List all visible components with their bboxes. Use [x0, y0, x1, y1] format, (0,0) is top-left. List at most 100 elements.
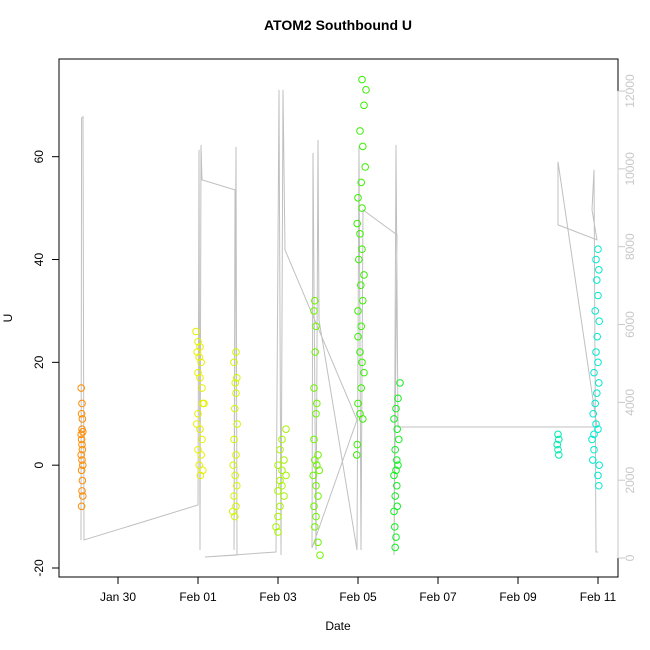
point: [595, 317, 604, 326]
point: [232, 389, 240, 397]
plot-box: [58, 58, 619, 578]
point: [359, 415, 367, 423]
point: [196, 373, 204, 382]
point: [195, 461, 203, 469]
point: [594, 425, 602, 433]
point: [276, 476, 284, 485]
x-tick-label: Feb 01: [179, 590, 217, 604]
point: [362, 86, 370, 94]
point: [591, 307, 600, 315]
point: [357, 384, 366, 392]
y2-tick-label: 6000: [623, 311, 637, 338]
point: [392, 404, 400, 413]
point: [78, 487, 86, 495]
point: [554, 430, 562, 439]
point: [357, 322, 366, 331]
point: [594, 471, 602, 480]
point: [195, 353, 203, 362]
point: [197, 451, 205, 459]
point: [311, 348, 320, 356]
point: [590, 368, 598, 377]
y-axis-label: U: [1, 314, 15, 323]
point: [77, 409, 86, 418]
point: [230, 492, 238, 500]
point: [79, 492, 87, 500]
point: [311, 523, 319, 531]
point: [310, 435, 318, 444]
point: [231, 471, 239, 480]
point: [357, 281, 365, 290]
point: [193, 348, 201, 356]
point: [192, 327, 200, 336]
point: [356, 230, 364, 238]
point: [276, 445, 284, 454]
point: [230, 435, 238, 444]
point: [394, 461, 402, 469]
point: [359, 142, 367, 151]
point: [232, 348, 240, 356]
point: [233, 481, 241, 490]
point: [310, 502, 318, 511]
x-tick-label: Feb 07: [419, 590, 457, 604]
point: [196, 471, 205, 480]
point: [594, 291, 602, 300]
point: [593, 389, 601, 397]
point: [280, 456, 288, 464]
point: [231, 379, 239, 387]
point: [395, 435, 403, 444]
y-tick-label: 60: [32, 150, 46, 164]
point: [233, 420, 241, 428]
point: [594, 245, 602, 254]
point: [354, 307, 362, 315]
point: [197, 358, 205, 367]
point: [312, 409, 320, 418]
point: [592, 420, 600, 428]
point: [358, 204, 366, 212]
point: [78, 445, 87, 454]
point: [274, 461, 282, 469]
point: [194, 337, 202, 346]
point: [592, 348, 600, 356]
point: [356, 348, 364, 356]
point: [390, 415, 398, 423]
point: [359, 296, 367, 305]
point: [394, 394, 402, 403]
point: [312, 322, 320, 331]
point: [592, 255, 600, 264]
x-tick-label: Feb 03: [259, 590, 297, 604]
point: [554, 445, 562, 454]
point: [231, 512, 239, 521]
point: [311, 296, 319, 305]
point: [194, 409, 202, 418]
point: [278, 435, 286, 444]
point: [311, 456, 319, 464]
point: [393, 456, 401, 464]
point: [200, 399, 208, 408]
point: [274, 487, 282, 495]
point: [358, 245, 366, 254]
point: [390, 507, 398, 516]
y2-tick-label: 0: [623, 554, 637, 561]
x-axis-label: Date: [325, 619, 351, 633]
point: [358, 358, 366, 367]
point: [314, 492, 322, 500]
point: [312, 481, 320, 490]
point: [315, 466, 324, 475]
point: [278, 481, 286, 490]
point: [310, 384, 318, 392]
point: [274, 528, 282, 536]
point: [314, 538, 322, 547]
point: [280, 492, 288, 500]
point: [316, 551, 324, 559]
point: [354, 194, 362, 202]
point: [391, 445, 400, 454]
point: [309, 471, 318, 480]
y-tick-label: 0: [32, 462, 46, 469]
point: [358, 75, 366, 84]
y2-tick-label: 8000: [623, 233, 637, 260]
point: [393, 481, 401, 490]
point: [590, 445, 598, 454]
point: [230, 358, 238, 367]
point: [360, 101, 368, 110]
